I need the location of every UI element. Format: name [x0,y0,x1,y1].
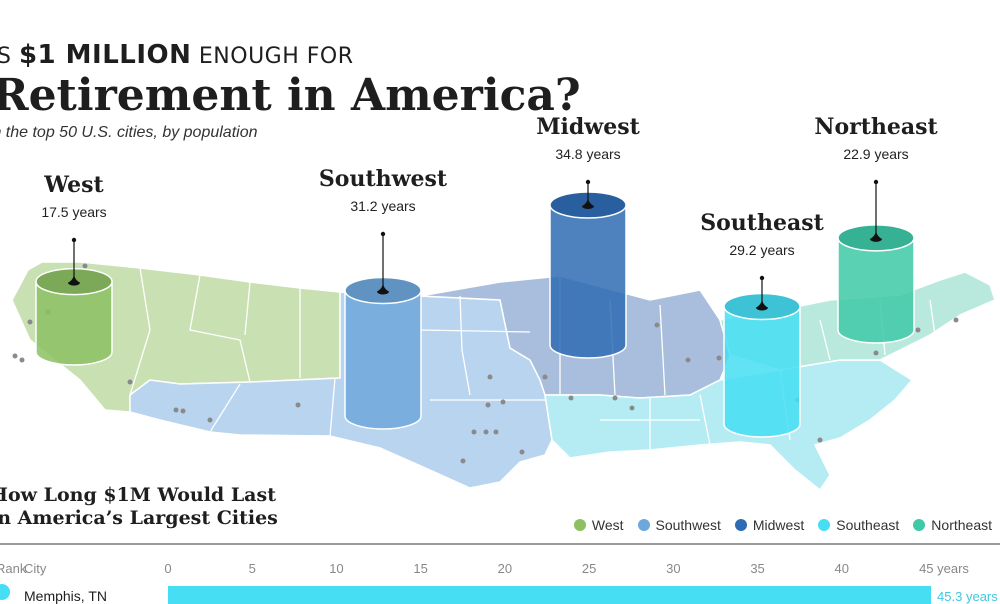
divider [0,543,1000,545]
region-value-northeast: 22.9 years [843,146,908,162]
rank-marker [0,584,10,600]
region-label-northeast: Northeast [814,114,938,140]
region-label-southwest: Southwest [319,166,448,192]
x-tick-label: 10 [329,561,344,576]
x-tick-label: 15 [413,561,428,576]
city-column-header: City [24,561,47,576]
legend-swatch-midwest [734,519,747,531]
section-title-line-2: in America’s Largest Cities [0,507,278,529]
pointer-dot-west [71,237,77,243]
legend-swatch-southeast [818,519,831,531]
pointer-dot-northeast [873,179,879,185]
cylinder-body-southeast [723,305,801,438]
cylinder-southeast: Southeast 29.2 years [700,210,825,438]
pointer-dot-southwest [380,231,386,237]
legend-swatch-southwest [637,519,650,531]
legend-label-northeast: Northeast [931,517,992,533]
legend-label-midwest: Midwest [752,517,805,533]
legend-item-northeast: Northeast [913,517,992,533]
legend-item-southwest: Southwest [637,517,721,533]
legend-label-west: West [591,517,624,533]
cylinder-body-southwest [344,289,422,430]
cylinder-northeast: Northeast 22.9 years [814,114,938,344]
x-tick-label: 25 [581,561,597,576]
pointer-dot-southeast [759,275,765,281]
x-tick-label: 0 [164,561,172,576]
cylinder-body-west [35,280,113,366]
legend-swatch-northeast [913,519,926,531]
region-cylinders: West 17.5 years Southwest 31.2 years Midwest… [35,114,938,438]
pointer-pin-southeast [756,297,768,311]
page-title: Retirement in America? [0,70,581,121]
region-label-southeast: Southeast [700,210,824,236]
legend-item-west: West [573,517,624,533]
legend-swatch-west [573,519,586,531]
region-value-southeast: 29.2 years [729,242,794,258]
cylinder-west: West 17.5 years [35,172,113,366]
region-value-midwest: 34.8 years [555,146,620,162]
x-tick-label: 20 [497,561,513,576]
pointer-dot-midwest [585,179,591,185]
x-tick-label: 30 [666,561,681,576]
row-city-label: Memphis, TN [24,588,107,604]
legend-item-southeast: Southeast [818,517,899,533]
x-tick-label: 35 [750,561,765,576]
title-post: ENOUGH FOR [191,44,354,69]
region-label-west: West [43,172,104,198]
row-value-label: 45.3 years [937,589,998,604]
cylinder-body-midwest [549,204,627,359]
x-tick-label: 5 [248,561,256,576]
cylinder-body-northeast [837,237,915,344]
title-line-1: IS $1 MILLION ENOUGH FOR [0,40,354,70]
legend: West Southwest Midwest Southeast Northeast [573,517,992,533]
legend-label-southwest: Southwest [655,517,721,533]
pointer-pin-midwest [582,196,594,209]
region-value-west: 17.5 years [41,204,106,220]
cylinder-southwest: Southwest 31.2 years [319,166,448,430]
legend-item-midwest: Midwest [734,517,805,533]
rank-column-header: Rank [0,561,27,576]
pointer-pin-southwest [377,281,389,295]
pointer-pin-northeast [870,228,882,242]
pointer-pin-west [68,272,80,286]
x-tick-label: 45 years [919,561,969,576]
section-title-line-1: How Long $1M Would Last [0,484,276,506]
region-label-midwest: Midwest [536,114,640,140]
title-bold: $1 MILLION [18,40,192,70]
x-tick-label: 40 [834,561,849,576]
region-value-southwest: 31.2 years [350,198,415,214]
us-map-chart: West 17.5 years Southwest 31.2 years Midwest… [11,114,996,492]
row-bar [168,586,932,604]
title-pre: IS [0,44,12,69]
cylinder-midwest: Midwest 34.8 years [536,114,641,359]
subtitle: In the top 50 U.S. cities, by population [0,124,258,141]
legend-label-southeast: Southeast [836,517,900,533]
